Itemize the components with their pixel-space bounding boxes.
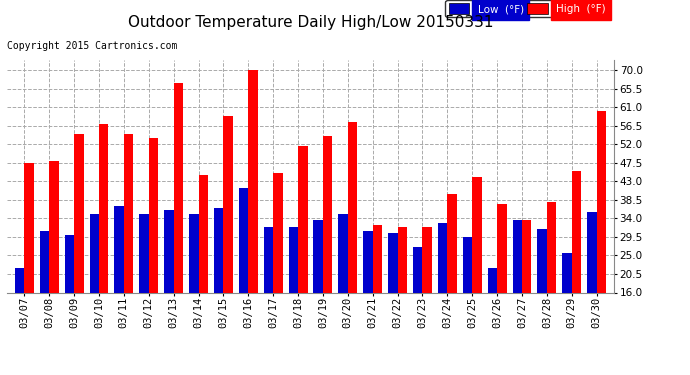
Legend: Low  (°F), High  (°F): Low (°F), High (°F)	[446, 0, 609, 17]
Bar	[513, 220, 522, 292]
Bar	[264, 226, 273, 292]
Bar	[24, 163, 34, 292]
Bar	[538, 229, 547, 292]
Text: Copyright 2015 Cartronics.com: Copyright 2015 Cartronics.com	[7, 41, 177, 51]
Bar	[338, 214, 348, 292]
Bar	[447, 194, 457, 292]
Bar	[149, 138, 158, 292]
Bar	[15, 268, 24, 292]
Bar	[65, 235, 74, 292]
Bar	[323, 136, 333, 292]
Bar	[74, 134, 83, 292]
Bar	[572, 171, 581, 292]
Bar	[288, 226, 298, 292]
Bar	[348, 122, 357, 292]
Bar	[597, 111, 606, 292]
Bar	[313, 220, 323, 292]
Bar	[472, 177, 482, 292]
Bar	[124, 134, 133, 292]
Text: Outdoor Temperature Daily High/Low 20150331: Outdoor Temperature Daily High/Low 20150…	[128, 15, 493, 30]
Bar	[115, 206, 124, 292]
Bar	[239, 188, 248, 292]
Bar	[463, 237, 472, 292]
Bar	[214, 208, 224, 292]
Bar	[388, 233, 397, 292]
Bar	[397, 226, 407, 292]
Bar	[413, 247, 422, 292]
Bar	[273, 173, 283, 292]
Bar	[562, 254, 572, 292]
Bar	[164, 210, 174, 292]
Bar	[174, 82, 183, 292]
Bar	[248, 70, 258, 292]
Bar	[587, 212, 597, 292]
Bar	[438, 222, 447, 292]
Bar	[99, 124, 108, 292]
Bar	[224, 116, 233, 292]
Bar	[90, 214, 99, 292]
Bar	[497, 204, 506, 292]
Bar	[488, 268, 497, 292]
Bar	[40, 231, 49, 292]
Bar	[547, 202, 556, 292]
Bar	[189, 214, 199, 292]
Bar	[298, 146, 308, 292]
Bar	[363, 231, 373, 292]
Bar	[139, 214, 149, 292]
Bar	[522, 220, 531, 292]
Bar	[373, 225, 382, 292]
Bar	[422, 226, 432, 292]
Bar	[49, 161, 59, 292]
Bar	[199, 175, 208, 292]
